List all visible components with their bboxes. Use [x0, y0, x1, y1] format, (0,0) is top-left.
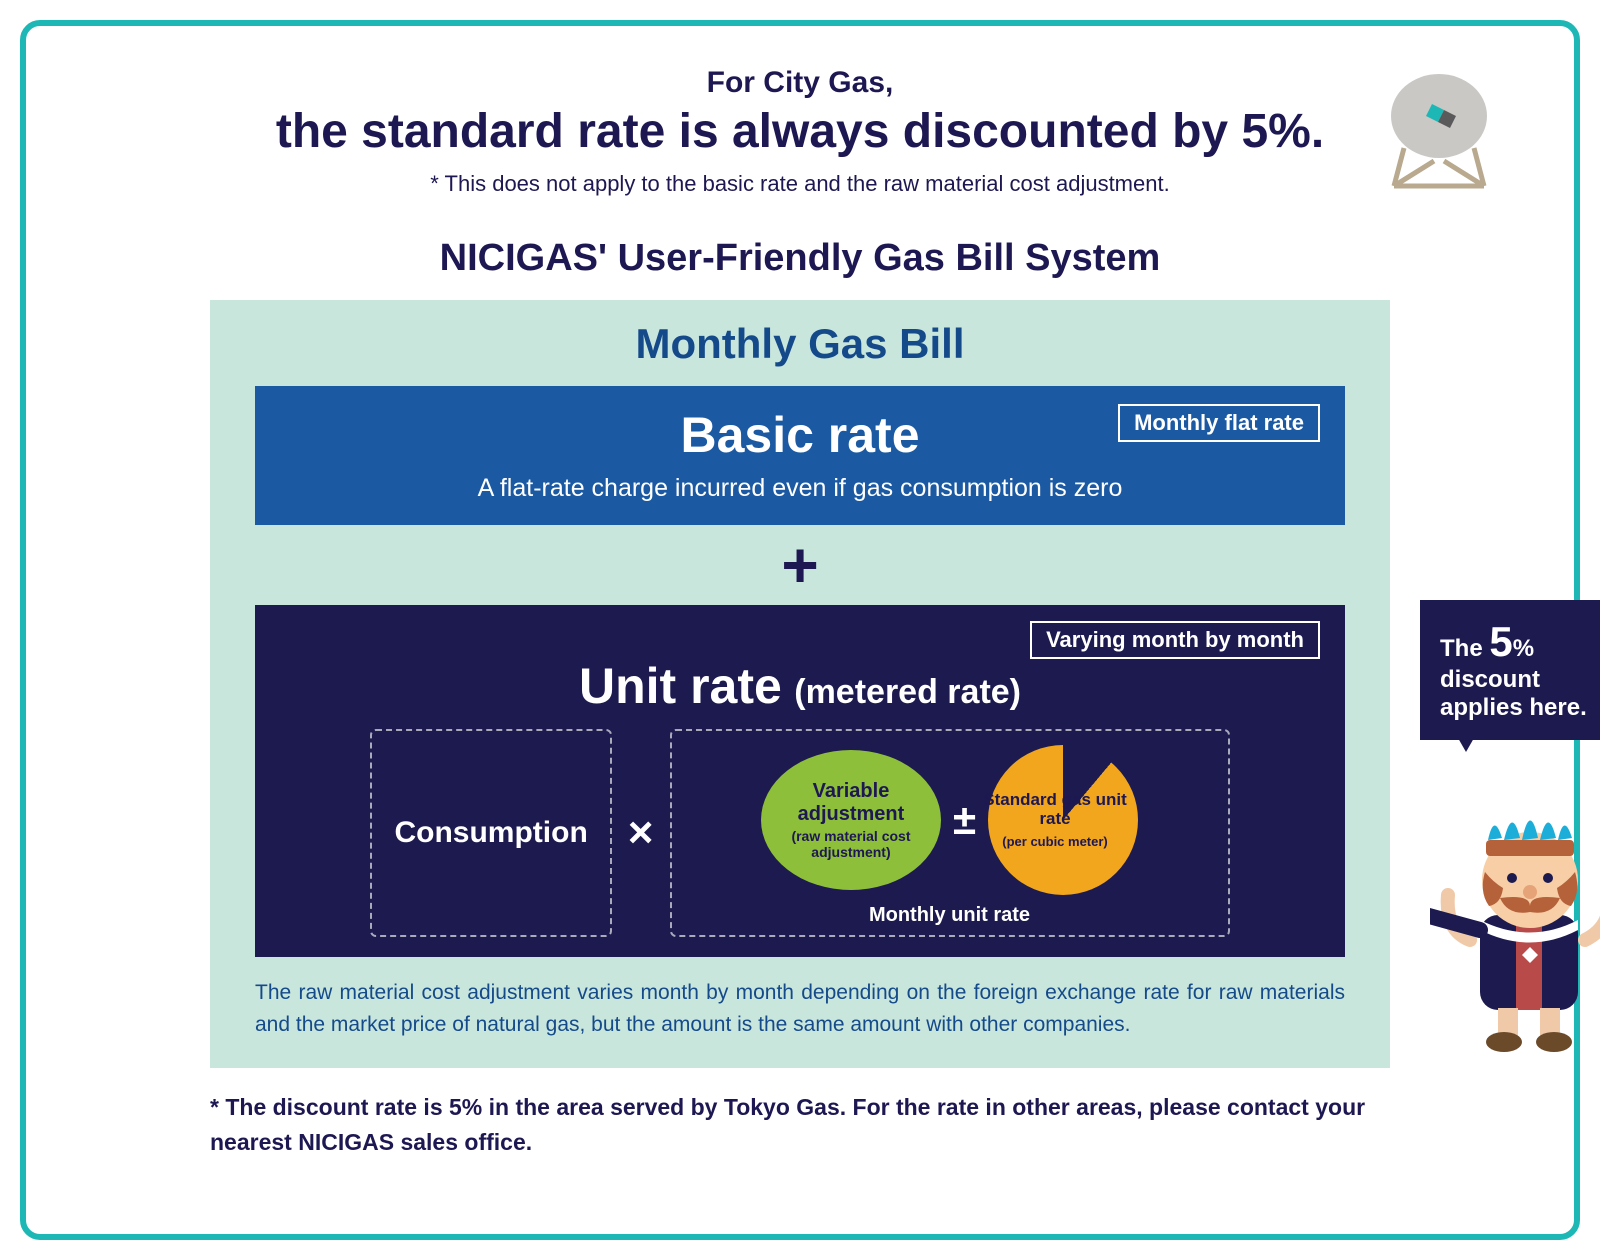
plus-minus-sign: ±: [953, 796, 976, 844]
bubble-big: 5: [1489, 618, 1512, 665]
bubble-pct: %: [1513, 635, 1534, 662]
variable-t2: (raw material cost adjustment): [761, 828, 941, 860]
multiply-sign: ×: [628, 808, 654, 858]
unit-rate-box: Varying month by month Unit rate (metere…: [255, 605, 1345, 957]
variable-t1: Variable adjustment: [761, 780, 941, 826]
main-frame: For City Gas, the standard rate is alway…: [20, 20, 1580, 1240]
panel-bottom-note: The raw material cost adjustment varies …: [255, 977, 1345, 1040]
unit-title-main: Unit rate: [579, 658, 782, 714]
standard-t2: (per cubic meter): [980, 834, 1130, 849]
standard-t1: Standard gas unit rate: [980, 791, 1130, 828]
panel-title: Monthly Gas Bill: [255, 320, 1345, 368]
standard-rate-pie: Standard gas unit rate (per cubic meter): [988, 745, 1138, 895]
consumption-box: Consumption: [370, 729, 611, 937]
monthly-unit-box: Variable adjustment (raw material cost a…: [670, 729, 1230, 937]
header-line1: For City Gas,: [86, 66, 1514, 100]
bubble-rest: discount applies here.: [1440, 666, 1587, 721]
gas-tank-icon: [1374, 66, 1504, 201]
discount-bubble: The 5% discount applies here.: [1420, 600, 1600, 740]
section-title: NICIGAS' User-Friendly Gas Bill System: [86, 237, 1514, 280]
monthly-unit-caption: Monthly unit rate: [672, 904, 1228, 927]
bill-panel: Monthly Gas Bill Monthly flat rate Basic…: [210, 300, 1390, 1068]
header-note: * This does not apply to the basic rate …: [86, 171, 1514, 197]
unit-title: Unit rate (metered rate): [280, 657, 1320, 715]
header: For City Gas, the standard rate is alway…: [86, 66, 1514, 197]
basic-rate-box: Monthly flat rate Basic rate A flat-rate…: [255, 386, 1345, 525]
plus-sign: +: [255, 533, 1345, 597]
king-mascot-icon: [1430, 780, 1600, 1065]
basic-desc: A flat-rate charge incurred even if gas …: [280, 474, 1320, 503]
footnote: * The discount rate is 5% in the area se…: [210, 1090, 1390, 1159]
unit-title-sub: (metered rate): [794, 673, 1021, 711]
bubble-pre: The: [1440, 635, 1489, 662]
header-line2: the standard rate is always discounted b…: [86, 104, 1514, 159]
basic-badge: Monthly flat rate: [1118, 404, 1320, 442]
unit-badge: Varying month by month: [1030, 621, 1320, 659]
formula-row: Consumption × Variable adjustment (raw m…: [280, 729, 1320, 937]
variable-adjustment-oval: Variable adjustment (raw material cost a…: [761, 750, 941, 890]
